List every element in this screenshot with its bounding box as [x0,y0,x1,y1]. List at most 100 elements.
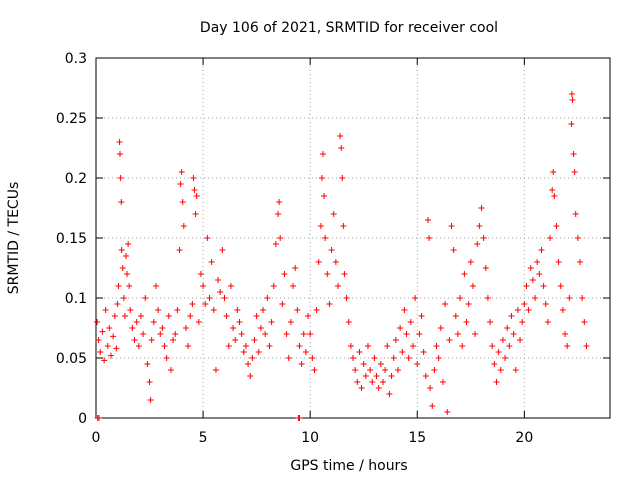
data-point [491,361,498,367]
data-point [354,379,361,385]
data-point [107,352,114,359]
data-point [388,373,395,379]
data-point [424,217,431,223]
data-point [377,361,384,367]
data-point [534,259,541,265]
data-point [433,343,440,349]
data-point [495,349,502,355]
data-point [529,277,536,283]
data-point [264,295,271,301]
data-point [317,223,324,229]
data-point [568,121,575,127]
data-point [472,331,479,337]
data-point [272,241,279,247]
data-point [275,211,282,217]
data-point [296,415,303,421]
data-point [523,283,530,289]
data-point [230,325,237,331]
data-point [257,325,264,331]
data-point [407,319,414,325]
y-tick-label: 0.05 [56,351,87,367]
data-point [285,355,292,361]
data-point [95,337,102,343]
data-point [525,307,532,313]
data-point [311,367,318,373]
data-point [384,343,391,349]
data-point [124,271,131,277]
data-point [328,247,335,253]
data-point [386,391,393,397]
data-point [106,325,113,331]
data-point [352,367,359,373]
data-point [137,313,144,319]
data-point [350,355,356,361]
data-point [276,199,283,205]
data-point [245,361,252,367]
data-point [180,223,187,229]
data-point [99,328,106,335]
data-point [225,343,232,349]
data-point [102,307,109,313]
data-point [104,343,111,349]
data-point [116,139,123,145]
data-point [191,187,198,193]
data-point [364,343,371,349]
data-point [240,349,247,355]
data-point [146,379,153,385]
data-point [452,313,459,319]
data-point [190,175,197,181]
data-point [358,385,365,391]
data-point [341,271,348,277]
data-point [547,235,554,241]
data-point [514,307,521,313]
data-point [266,343,273,349]
data-point [446,337,453,343]
data-point [165,313,172,319]
data-point [394,367,401,373]
data-point [373,373,380,379]
data-point [418,313,425,319]
data-point [444,409,451,415]
data-point [221,295,228,301]
data-point [454,331,461,337]
data-point [174,307,181,313]
data-point [431,367,438,373]
data-point [414,361,421,367]
y-tick-label: 0.2 [65,171,87,187]
data-point [148,337,155,343]
data-point [570,151,577,157]
data-point [126,283,133,289]
data-point [309,355,316,361]
data-point [369,379,376,385]
data-point [118,247,125,253]
data-point [217,289,224,295]
data-point [236,319,243,325]
data-point [422,373,429,379]
data-point [465,301,472,307]
data-point [347,343,354,349]
data-point [426,235,433,241]
data-point [412,295,419,301]
data-point [144,361,151,367]
data-point [122,253,129,259]
data-point [512,367,519,373]
data-point [437,325,444,331]
data-point [371,355,378,361]
x-tick-label: 20 [515,430,533,446]
data-point [569,97,576,103]
data-point [360,361,367,367]
data-point [382,367,389,373]
data-point [519,319,526,325]
data-point [135,343,142,349]
data-point [544,319,551,325]
data-point [270,283,277,289]
data-point [197,271,204,277]
data-point [281,271,288,277]
data-point [193,193,200,199]
data-point [223,313,230,319]
data-point [300,331,307,337]
x-tick-label: 5 [199,430,208,446]
data-point [204,235,211,241]
data-point [200,283,207,289]
y-tick-label: 0.15 [56,231,87,247]
